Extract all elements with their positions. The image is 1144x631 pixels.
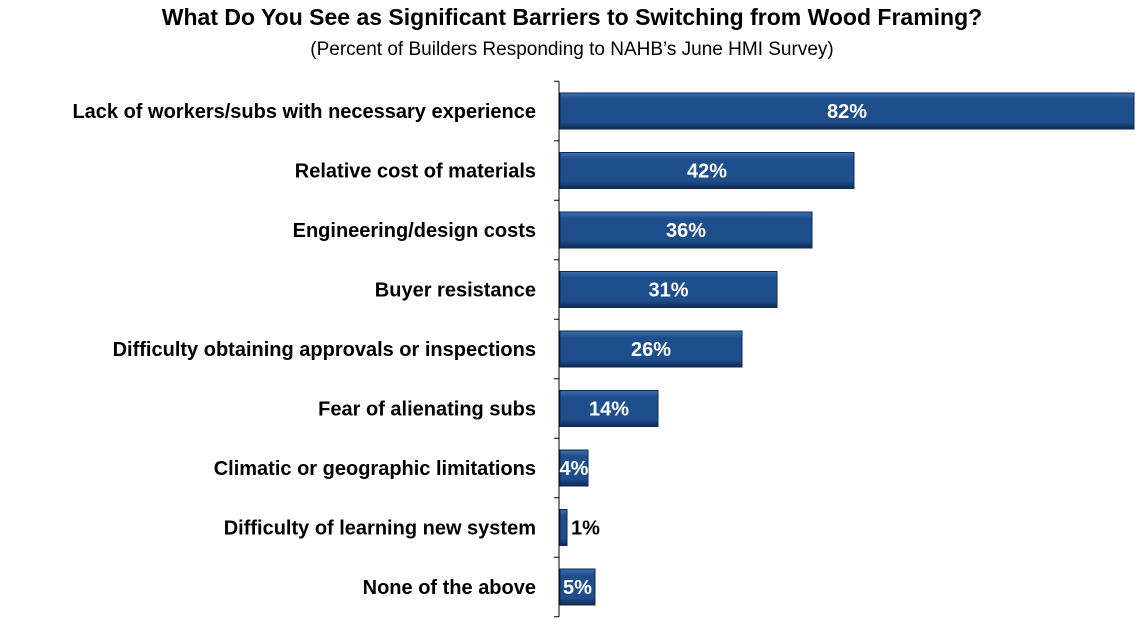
bar-5 xyxy=(559,390,659,427)
category-label-0: Lack of workers/subs with necessary expe… xyxy=(72,101,536,123)
value-label-7: 1% xyxy=(571,518,600,540)
chart-subtitle: (Percent of Builders Responding to NAHB’… xyxy=(310,39,834,60)
category-label-1: Relative cost of materials xyxy=(295,161,536,183)
bar-0 xyxy=(559,92,1135,130)
value-label-4: 26% xyxy=(631,339,671,361)
value-label-1: 42% xyxy=(687,161,727,183)
bar-8 xyxy=(559,568,596,606)
bar-3 xyxy=(559,271,778,308)
value-label-8: 5% xyxy=(563,577,592,599)
category-label-4: Difficulty obtaining approvals or inspec… xyxy=(113,339,536,361)
value-label-3: 31% xyxy=(648,280,688,302)
bar-1 xyxy=(559,152,855,189)
category-label-6: Climatic or geographic limitations xyxy=(214,458,536,480)
category-label-7: Difficulty of learning new system xyxy=(224,518,536,540)
bar-2 xyxy=(559,211,813,249)
value-label-5: 14% xyxy=(589,399,629,421)
bar-6 xyxy=(559,449,589,487)
value-label-2: 36% xyxy=(666,220,706,242)
category-label-8: None of the above xyxy=(363,577,536,599)
value-label-6: 4% xyxy=(560,458,589,480)
bar-7 xyxy=(559,509,568,546)
category-label-2: Engineering/design costs xyxy=(293,220,536,242)
bar-4 xyxy=(559,330,743,368)
value-label-0: 82% xyxy=(827,101,867,123)
category-label-3: Buyer resistance xyxy=(375,280,536,302)
category-label-5: Fear of alienating subs xyxy=(318,399,536,421)
chart-title: What Do You See as Significant Barriers … xyxy=(161,4,983,30)
